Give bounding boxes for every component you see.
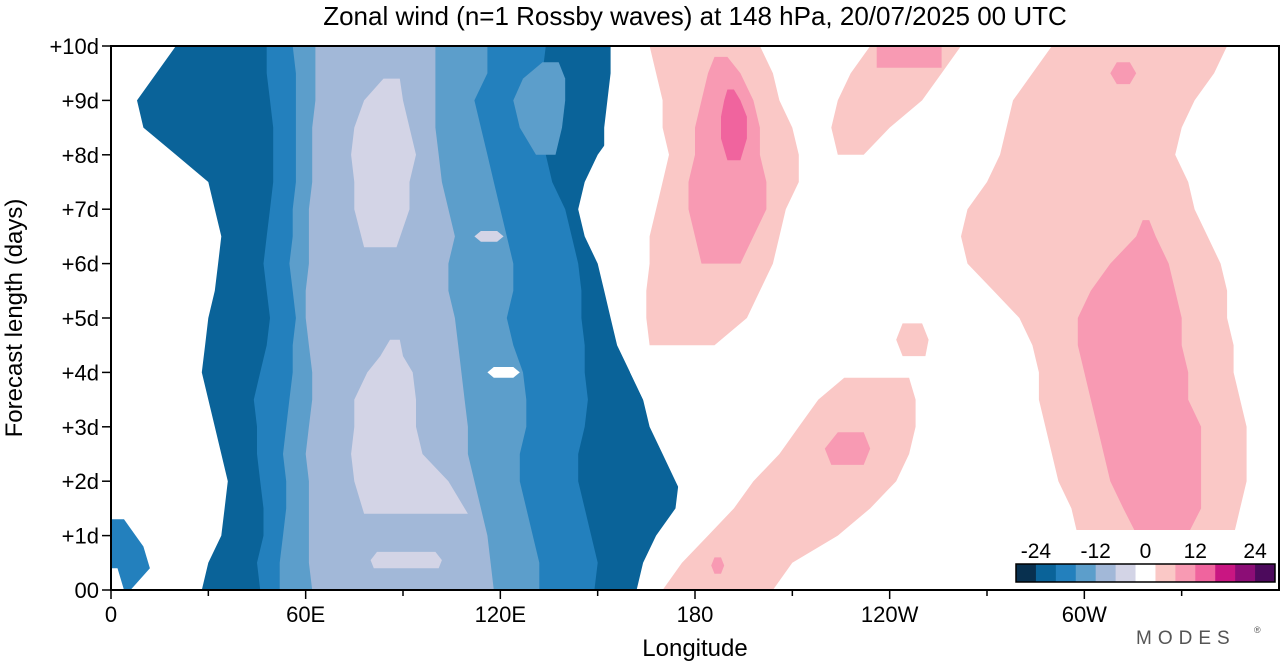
contour-band-6	[370, 551, 442, 569]
contour-band-22	[876, 46, 942, 68]
x-tick-label: 60W	[1062, 602, 1107, 627]
colorbar-swatch	[1155, 564, 1176, 582]
y-tick-label: +8d	[62, 143, 99, 168]
y-tick-label: +9d	[62, 88, 99, 113]
y-tick-label: +6d	[62, 252, 99, 277]
colorbar-label: 24	[1243, 540, 1267, 563]
x-tick-label: 120E	[475, 602, 526, 627]
colorbar-swatch	[1075, 564, 1097, 582]
colorbar-swatch	[1035, 564, 1057, 582]
y-tick-label: +1d	[62, 524, 99, 549]
y-axis: 00 +1d +2d +3d +4d +5d +6d +7d +8d +9d +10d	[49, 34, 111, 603]
contour-fill-layer	[111, 46, 1279, 590]
x-axis-label: Longitude	[642, 635, 747, 662]
x-tick-label: 60E	[286, 602, 325, 627]
colorbar-swatch	[1235, 564, 1256, 582]
chart-title: Zonal wind (n=1 Rossby waves) at 148 hPa…	[323, 1, 1067, 31]
y-tick-label: +10d	[49, 34, 99, 59]
colorbar-label: 12	[1184, 540, 1207, 563]
colorbar-frame	[1015, 563, 1276, 583]
contour-band-19	[824, 432, 871, 465]
y-tick-label: +7d	[62, 197, 99, 222]
colorbar-swatch	[1175, 564, 1196, 582]
x-axis: 0 60E 120E 180 120W 60W	[105, 590, 1183, 627]
contour-band-21	[1077, 220, 1202, 547]
colorbar-swatch	[1115, 564, 1137, 582]
x-tick-label: 0	[105, 602, 117, 627]
contour-band-25	[935, 334, 1013, 498]
colorbar-swatch	[1195, 564, 1216, 582]
contour-band-26	[811, 231, 864, 324]
colorbar-label: 0	[1140, 540, 1152, 563]
colorbar-label: -12	[1081, 540, 1111, 563]
contour-band-20	[688, 56, 767, 264]
contour-band-24	[721, 89, 747, 161]
contour-band-27	[844, 541, 916, 590]
registered-mark: ®	[1254, 625, 1261, 635]
x-tick-label: 120W	[861, 602, 919, 627]
colorbar-swatch	[1215, 564, 1236, 582]
contour-band-23	[1110, 62, 1137, 85]
contour-band-8	[351, 78, 416, 248]
y-tick-label: +2d	[62, 469, 99, 494]
contour-band-10	[487, 367, 520, 378]
y-tick-label: +4d	[62, 360, 99, 385]
colorbar-swatch	[1135, 564, 1156, 582]
contour-band-17	[896, 323, 929, 357]
colorbar-swatch	[1055, 564, 1077, 582]
x-tick-label: 180	[677, 602, 714, 627]
contour-band-7	[351, 339, 468, 514]
contour-band-4	[513, 62, 566, 155]
y-tick-label: +5d	[62, 306, 99, 331]
contour-band-13	[662, 377, 916, 590]
colorbar-swatch	[1095, 564, 1117, 582]
contour-band-9	[474, 231, 504, 242]
y-tick-label: 00	[75, 578, 99, 603]
contour-band-1	[111, 519, 150, 590]
colorbar-label: -24	[1021, 540, 1052, 563]
contour-band-16	[831, 46, 961, 155]
colorbar-swatch	[1255, 564, 1276, 582]
contour-band-11	[111, 568, 124, 590]
y-tick-label: +3d	[62, 415, 99, 440]
contour-band-18	[711, 557, 725, 574]
y-axis-label: Forecast length (days)	[1, 199, 28, 438]
colorbar: -24 -12 0 12 24	[1014, 530, 1277, 584]
brand-logo-text: MODES	[1136, 628, 1236, 649]
colorbar-swatch	[1016, 564, 1037, 582]
